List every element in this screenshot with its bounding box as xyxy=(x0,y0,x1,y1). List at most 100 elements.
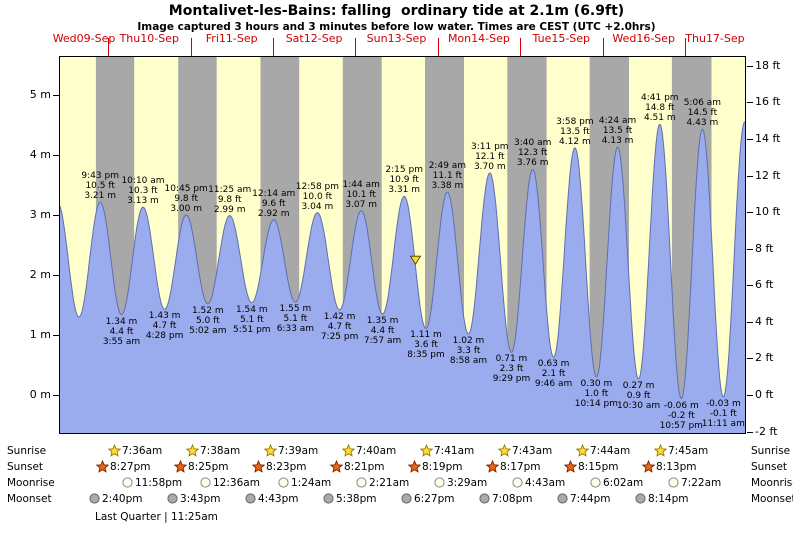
y-axis-right-tick xyxy=(747,248,753,250)
y-axis-right-tick xyxy=(747,175,753,177)
tide-label-line: 1.35 m xyxy=(366,316,399,326)
moonset-circle-icon xyxy=(479,493,490,504)
moonset-time: 3:43pm xyxy=(180,493,221,505)
moonrise-time: 1:24am xyxy=(291,477,332,489)
y-axis-right-tick xyxy=(747,102,753,104)
sunrise-entry: 7:39am xyxy=(263,443,318,458)
tide-low-label: 1.42 m 4.7 ft 7:25 pm xyxy=(308,312,372,342)
tide-low-label: 1.02 m 3.3 ft 8:58 am xyxy=(437,336,501,366)
tide-label-line: 4.51 m xyxy=(643,113,676,124)
sunrise-entry: 7:44am xyxy=(575,443,631,458)
moonset-circle-icon xyxy=(167,493,178,504)
tide-label-line: 10.3 ft xyxy=(128,186,158,197)
moonrise-entry: 3:29am xyxy=(433,476,487,490)
y-axis-left-tick xyxy=(53,395,59,396)
tide-high-label: 12:14 am 9.6 ft 2.92 m xyxy=(242,189,306,219)
y-axis-right-label: 14 ft xyxy=(755,131,781,145)
tide-label-line: 10:14 pm xyxy=(574,399,619,409)
moonset-circle-icon xyxy=(557,493,568,504)
moonrise-circle-icon xyxy=(668,477,679,488)
tide-high-label: 5:06 am 14.5 ft 4.43 m xyxy=(670,98,734,128)
day-name: Sat xyxy=(285,32,304,45)
sunset-time: 8:13pm xyxy=(656,461,697,473)
tide-plot-svg xyxy=(60,57,745,433)
tide-high-label: 11:25 am 9.8 ft 2.99 m xyxy=(198,185,262,215)
sunrise-star-icon xyxy=(263,443,278,457)
tide-label-line: 1:44 am xyxy=(342,179,380,190)
tide-label-line: 1.11 m xyxy=(410,330,442,341)
tide-label-line: 10.5 ft xyxy=(85,181,115,192)
tide-label-line: 3.13 m xyxy=(127,196,159,207)
tide-label-line: 1.43 m xyxy=(148,311,181,322)
y-axis-right-tick xyxy=(747,285,753,287)
tide-label-line: 0.9 ft xyxy=(626,390,651,401)
tide-label-line: 4.7 ft xyxy=(327,321,352,332)
tide-label-line: 3:58 pm xyxy=(556,116,594,127)
moonrise-entry: 11:58pm xyxy=(121,476,182,490)
tide-label-line: 4:41 pm xyxy=(641,93,679,104)
tide-label-line: 3.07 m xyxy=(345,199,378,210)
astro-row-label-right: Sunset xyxy=(751,461,788,473)
day-name: Wed xyxy=(52,32,77,45)
tide-label-line: 2.99 m xyxy=(213,204,246,215)
tide-low-label: 1.52 m 5.0 ft 5:02 am xyxy=(176,306,240,336)
y-axis-right-tick xyxy=(747,358,753,360)
tide-curve xyxy=(60,121,745,400)
tide-high-label: 12:58 pm 10.0 ft 3.04 m xyxy=(285,182,349,212)
tide-label-line: 12:58 pm xyxy=(295,181,340,192)
day-separator-line xyxy=(272,38,274,57)
tide-label-line: 3.04 m xyxy=(301,201,334,212)
tide-label-line: 7:25 pm xyxy=(320,331,359,342)
moonrise-time: 6:02am xyxy=(603,477,644,489)
moonset-entry: 2:40pm xyxy=(88,492,142,506)
sunset-time: 8:17pm xyxy=(500,461,541,473)
tide-label-line: 1.52 m xyxy=(191,305,224,316)
moonset-time: 6:27pm xyxy=(414,493,455,505)
day-header: Fri11-Sep xyxy=(206,33,258,45)
tide-label-line: 4.12 m xyxy=(559,136,591,147)
tide-label-line: 3:40 am xyxy=(514,138,552,149)
tide-label-line: 13.5 ft xyxy=(560,126,590,137)
tide-low-label: 1.43 m 4.7 ft 4:28 pm xyxy=(133,311,197,341)
moonset-entry: 6:27pm xyxy=(400,492,454,506)
moonset-entry: 7:44pm xyxy=(556,492,610,506)
tide-label-line: 12:14 am xyxy=(252,188,296,199)
moonset-circle-icon xyxy=(89,493,100,504)
tide-label-line: 10.0 ft xyxy=(302,191,333,202)
moonrise-circle-icon xyxy=(122,477,133,488)
tide-label-line: 9.6 ft xyxy=(261,198,286,209)
tide-low-label: 0.27 m 0.9 ft 10:30 am xyxy=(607,381,671,411)
y-axis-right-tick xyxy=(747,212,753,214)
tide-label-line: 2.1 ft xyxy=(541,369,566,380)
day-header: Thu17-Sep xyxy=(685,33,744,45)
sunrise-star-icon xyxy=(419,443,434,457)
day-date: 09-Sep xyxy=(76,32,116,45)
tide-label-line: 2.92 m xyxy=(257,208,290,219)
day-separator-line xyxy=(684,38,686,57)
tide-high-label: 2:49 am 11.1 ft 3.38 m xyxy=(415,161,479,191)
tide-label-line: 0.63 m xyxy=(537,359,570,370)
moonset-entry: 5:38pm xyxy=(322,492,376,506)
day-separator-line xyxy=(108,38,110,57)
tide-label-line: 8:58 am xyxy=(449,355,488,366)
day-date: 16-Sep xyxy=(636,32,676,45)
tide-low-label: 1.34 m 4.4 ft 3:55 am xyxy=(90,317,154,347)
sunrise-time: 7:44am xyxy=(590,445,631,457)
tide-label-line: 10:45 pm xyxy=(164,184,208,194)
sunset-time: 8:19pm xyxy=(422,461,463,473)
day-header: Tue15-Sep xyxy=(533,33,591,45)
astro-row-label-left: Moonrise xyxy=(7,477,55,489)
tide-label-line: 3.70 m xyxy=(473,162,506,172)
sunrise-time: 7:45am xyxy=(668,445,709,457)
tide-high-label: 4:41 pm 14.8 ft 4.51 m xyxy=(628,93,692,123)
tide-label-line: 5:51 pm xyxy=(233,324,271,335)
sunset-entry: 8:21pm xyxy=(329,459,384,474)
day-separator-line xyxy=(520,38,522,57)
tide-label-line: 6:33 am xyxy=(276,324,315,334)
tide-low-label: 1.55 m 5.1 ft 6:33 am xyxy=(263,304,327,334)
tide-label-line: 0.30 m xyxy=(580,379,613,389)
tide-label-line: 4:28 pm xyxy=(145,331,184,342)
y-axis-right-label: 2 ft xyxy=(755,351,774,365)
day-header: Wed16-Sep xyxy=(612,33,675,45)
